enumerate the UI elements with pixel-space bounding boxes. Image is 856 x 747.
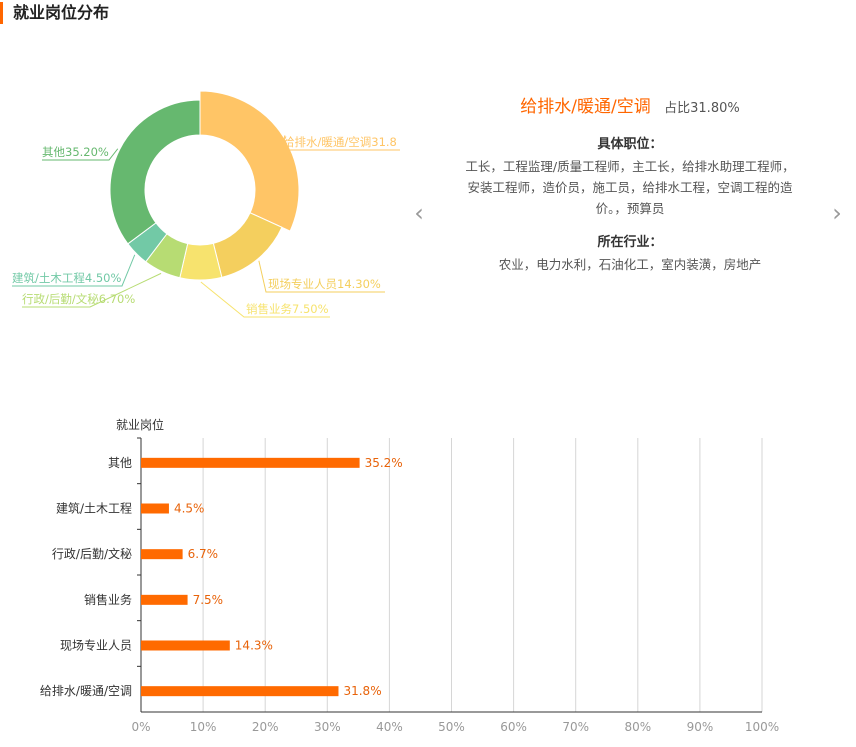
- detail-ratio: 占比31.80%: [664, 101, 740, 116]
- bar[interactable]: [141, 503, 169, 514]
- donut-leader-line: [12, 254, 136, 287]
- bar-category-label: 建筑/土木工程: [56, 501, 132, 516]
- donut-leader-line: [280, 135, 400, 151]
- donut-slice-label: 行政/后勤/文秘6.70%: [22, 292, 135, 306]
- donut-chart: 给排水/暖通/空调31.8 现场专业人员14.30% 销售业务7.50% 行政/后勤/…: [12, 90, 400, 318]
- bar-x-tick-label: 70%: [562, 720, 589, 734]
- chevron-left-icon: ‹: [414, 199, 424, 227]
- positions-text: 工长，工程监理/质量工程师，主工长，给排水助理工程师，安装工程师，造价员，施工员…: [465, 159, 795, 216]
- bar-x-tick-label: 40%: [376, 720, 403, 734]
- bar-value-label: 4.5%: [174, 502, 205, 516]
- donut-slice[interactable]: [199, 90, 300, 232]
- bar[interactable]: [141, 549, 183, 560]
- bar-y-axis-title: 就业岗位: [116, 417, 164, 432]
- bar[interactable]: [141, 457, 360, 468]
- bar-x-tick-label: 20%: [252, 720, 279, 734]
- bar-x-tick-label: 30%: [314, 720, 341, 734]
- bar-category-label: 现场专业人员: [60, 638, 132, 653]
- donut-leader-line: [258, 260, 385, 293]
- section-title: 就业岗位分布: [0, 2, 109, 24]
- donut-slice-label: 给排水/暖通/空调31.8: [283, 135, 397, 149]
- bar-value-label: 14.3%: [235, 639, 273, 653]
- bar-x-tick-label: 80%: [624, 720, 651, 734]
- bar[interactable]: [141, 686, 339, 697]
- next-arrow-button[interactable]: ›: [828, 198, 846, 228]
- donut-leader-line: [42, 148, 119, 161]
- positions-title: 具体职位：: [597, 137, 663, 152]
- prev-arrow-button[interactable]: ‹: [410, 198, 428, 228]
- bar[interactable]: [141, 594, 188, 605]
- detail-name: 给排水/暖通/空调: [520, 97, 651, 117]
- bar-x-tick-label: 0%: [131, 720, 150, 734]
- bar-value-label: 35.2%: [365, 456, 403, 470]
- bar-category-label: 行政/后勤/文秘: [52, 546, 132, 561]
- bar-x-tick-label: 50%: [438, 720, 465, 734]
- bar-chart: 就业岗位 0% 10% 20% 30% 40% 50% 60% 70% 80% 90% 100% 其他 3…: [40, 417, 779, 734]
- bar-x-tick-label: 60%: [500, 720, 527, 734]
- donut-slice-label: 建筑/土木工程4.50%: [12, 271, 121, 285]
- detail-panel: 给排水/暖通/空调 占比31.80% 具体职位： 工长，工程监理/质量工程师，主…: [440, 92, 820, 275]
- bar-x-tick-label: 10%: [190, 720, 217, 734]
- donut-slice-label: 现场专业人员14.30%: [268, 277, 381, 291]
- bar-category-label: 其他: [108, 456, 132, 470]
- bar-category-label: 给排水/暖通/空调: [40, 684, 132, 698]
- bar-value-label: 7.5%: [193, 593, 224, 607]
- industries-text: 农业，电力水利，石油化工，室内装潢，房地产: [498, 257, 762, 272]
- donut-slice-label: 其他35.20%: [42, 145, 109, 159]
- donut-slice[interactable]: [109, 99, 201, 245]
- chevron-right-icon: ›: [832, 199, 842, 227]
- industries-title: 所在行业：: [597, 235, 663, 250]
- bar-category-label: 销售业务: [84, 592, 132, 607]
- donut-leader-line: [22, 272, 162, 308]
- bar-x-tick-label: 90%: [687, 720, 714, 734]
- donut-slice-label: 销售业务7.50%: [246, 302, 329, 316]
- detail-heading: 给排水/暖通/空调 占比31.80%: [440, 92, 820, 117]
- bar-x-tick-label: 100%: [745, 720, 779, 734]
- bar-value-label: 6.7%: [188, 547, 219, 561]
- donut-leader-line: [200, 281, 330, 318]
- bar[interactable]: [141, 640, 230, 651]
- donut-slice[interactable]: [212, 212, 283, 278]
- bar-value-label: 31.8%: [343, 684, 381, 698]
